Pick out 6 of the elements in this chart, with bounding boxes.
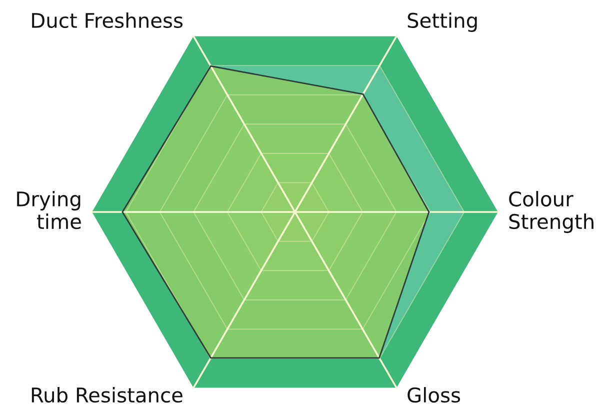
spoke-label: Setting (408, 12, 477, 32)
spoke-label: Drying time (17, 190, 81, 230)
spoke-label: Rub Resistance (32, 387, 182, 403)
spoke-label: Gloss (408, 387, 460, 403)
spoke-label: Colour Strength (509, 190, 594, 234)
spoke-label: Duct Freshness (32, 12, 183, 28)
